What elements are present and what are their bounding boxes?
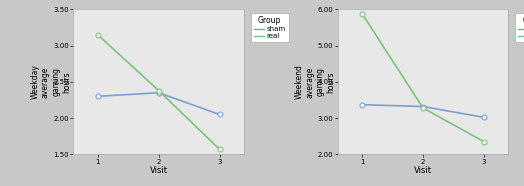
X-axis label: Visit: Visit bbox=[150, 166, 168, 175]
Y-axis label: Weekend
average
gaming
hours: Weekend average gaming hours bbox=[295, 64, 335, 99]
Legend: sham, real: sham, real bbox=[251, 13, 289, 42]
Legend: sham, real: sham, real bbox=[515, 13, 524, 42]
Y-axis label: Weekday
average
gaming
hours: Weekday average gaming hours bbox=[30, 64, 71, 99]
X-axis label: Visit: Visit bbox=[414, 166, 432, 175]
